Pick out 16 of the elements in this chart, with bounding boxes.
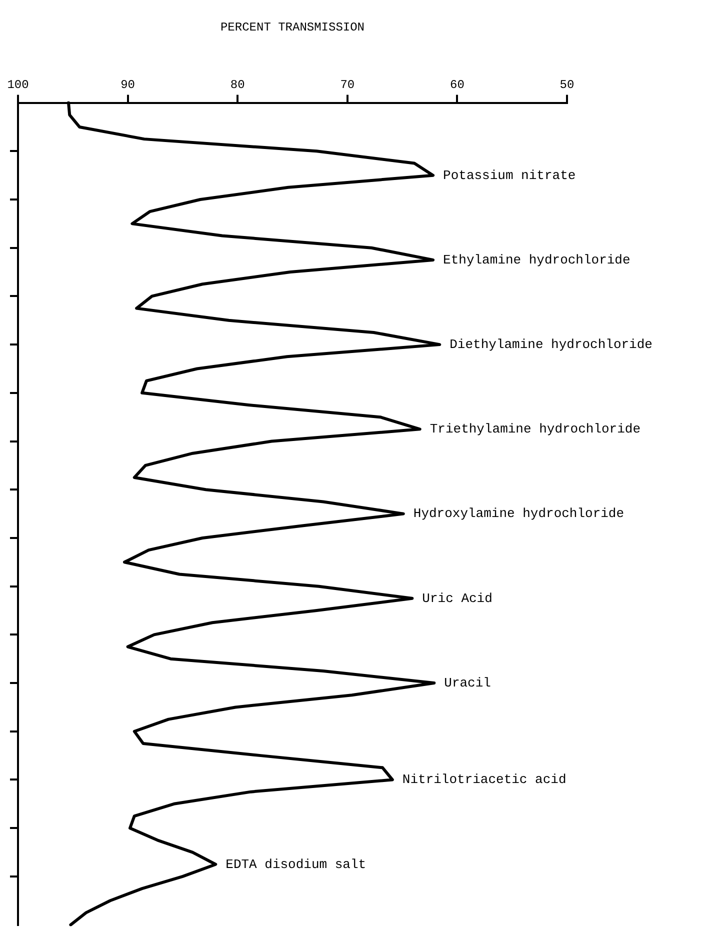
x-tick-label: 80	[230, 78, 245, 92]
annotation: Uracil	[444, 675, 492, 690]
annotation: Nitrilotriacetic acid	[402, 772, 566, 788]
x-tick-label: 70	[340, 78, 355, 92]
annotation: Uric Acid	[422, 590, 492, 606]
annotation: Triethylamine hydrochloride	[430, 422, 641, 437]
x-tick-label: 90	[120, 78, 136, 92]
annotation: Diethylamine hydrochloride	[450, 337, 652, 352]
x-tick-label: 60	[450, 78, 464, 92]
annotation: Hydroxylamine hydrochloride	[413, 506, 624, 522]
annotation: EDTA disodium salt	[226, 856, 366, 872]
x-tick-label: 50	[560, 78, 574, 92]
x-tick-label: 100	[7, 78, 29, 92]
annotation: Potassium nitrate	[443, 168, 576, 183]
x-axis-title: PERCENT TRANSMISSION	[220, 20, 365, 34]
annotation: Ethylamine hydrochloride	[443, 252, 630, 268]
